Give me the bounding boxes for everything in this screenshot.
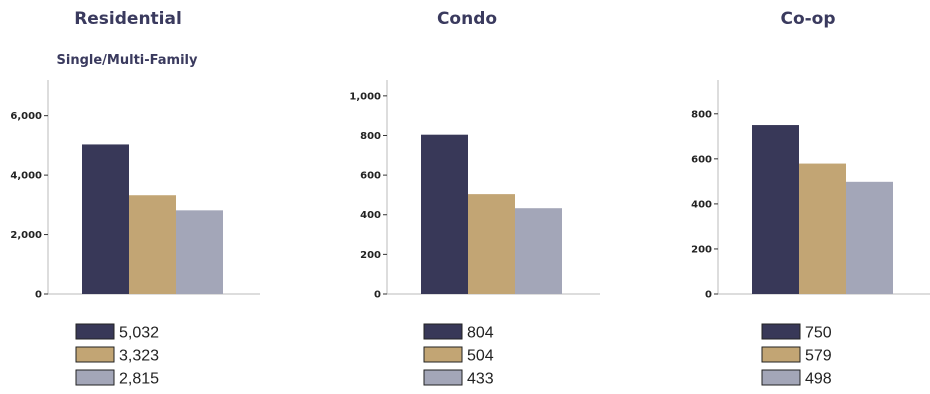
chart-title: Condo [437, 9, 497, 29]
y-tick-label: 200 [691, 244, 712, 255]
legend-swatch [75, 369, 115, 386]
legend-label: 804 [467, 325, 494, 342]
legend-swatch [761, 369, 801, 386]
bar [82, 144, 129, 294]
chart-residential: Residential Single/Multi-Family 0 2,000 4,… [10, 9, 260, 388]
y-tick-label: 0 [705, 290, 712, 301]
y-tick-label: 1,000 [349, 91, 381, 102]
chart-condo: Condo 0 200 400 600 800 1,000 804 504 433 [349, 9, 600, 388]
bar [799, 163, 846, 294]
y-tick-label: 0 [35, 290, 42, 301]
y-tick-label: 2,000 [10, 230, 42, 241]
chart-subtitle: Single/Multi-Family [57, 53, 198, 68]
legend-label: 750 [805, 325, 832, 342]
y-tick-label: 600 [691, 154, 712, 165]
y-tick-label: 6,000 [10, 111, 42, 122]
bar [176, 210, 223, 294]
legend-swatch [75, 323, 115, 340]
plot-area: 0 200 400 600 800 1,000 [349, 80, 600, 301]
y-tick-label: 800 [360, 131, 381, 142]
legend-swatch [761, 346, 801, 363]
chart-coop: Co-op 0 200 400 600 800 750 579 498 [691, 9, 930, 388]
bar [421, 134, 468, 294]
chart-title: Co-op [780, 9, 835, 29]
legend-label: 579 [805, 348, 832, 365]
y-tick-label: 200 [360, 250, 381, 261]
legend-swatch [423, 323, 463, 340]
bar [752, 125, 799, 294]
y-tick-label: 400 [691, 199, 712, 210]
legend-swatch [423, 346, 463, 363]
legend: 804 504 433 [423, 323, 494, 388]
legend-swatch [75, 346, 115, 363]
legend: 750 579 498 [761, 323, 832, 388]
bar [468, 194, 515, 294]
y-tick-label: 4,000 [10, 171, 42, 182]
legend-label: 3,323 [119, 348, 159, 365]
legend-label: 498 [805, 371, 832, 388]
plot-area: 0 200 400 600 800 [691, 80, 930, 301]
bar [846, 181, 893, 294]
legend: 5,032 3,323 2,815 [75, 323, 159, 388]
y-tick-label: 600 [360, 171, 381, 182]
bar [129, 195, 176, 294]
y-tick-label: 800 [691, 109, 712, 120]
legend-label: 2,815 [119, 371, 159, 388]
legend-label: 433 [467, 371, 494, 388]
y-tick-label: 0 [374, 290, 381, 301]
plot-area: 0 2,000 4,000 6,000 [10, 80, 260, 301]
legend-label: 504 [467, 348, 494, 365]
legend-swatch [761, 323, 801, 340]
y-tick-label: 400 [360, 210, 381, 221]
legend-label: 5,032 [119, 325, 159, 342]
chart-title: Residential [74, 9, 182, 29]
legend-swatch [423, 369, 463, 386]
bar [515, 208, 562, 294]
